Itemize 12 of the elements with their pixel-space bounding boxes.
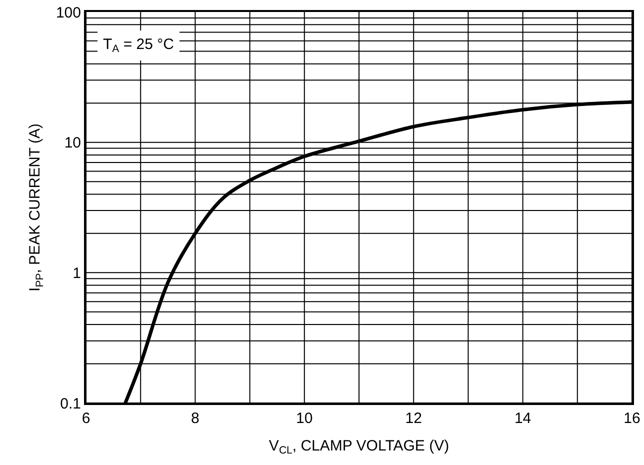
x-tick-label: 14	[514, 410, 532, 427]
y-tick-label: 1	[72, 264, 81, 282]
annotation: T$_{A}$ = 25 °C	[103, 36, 174, 56]
x-tick-label: 12	[405, 410, 422, 427]
x-tick-label: 6	[82, 410, 90, 427]
x-axis-title: V$_{CL}$, CLAMP VOLTAGE (V)	[268, 438, 450, 457]
x-tick-label: 16	[624, 410, 640, 427]
y-tick-label: 10	[64, 134, 81, 152]
x-tick-label: 8	[191, 410, 200, 427]
y-tick-label: 100	[56, 4, 81, 22]
y-tick-label: 0.1	[60, 395, 81, 412]
x-tick-label: 10	[296, 410, 313, 427]
